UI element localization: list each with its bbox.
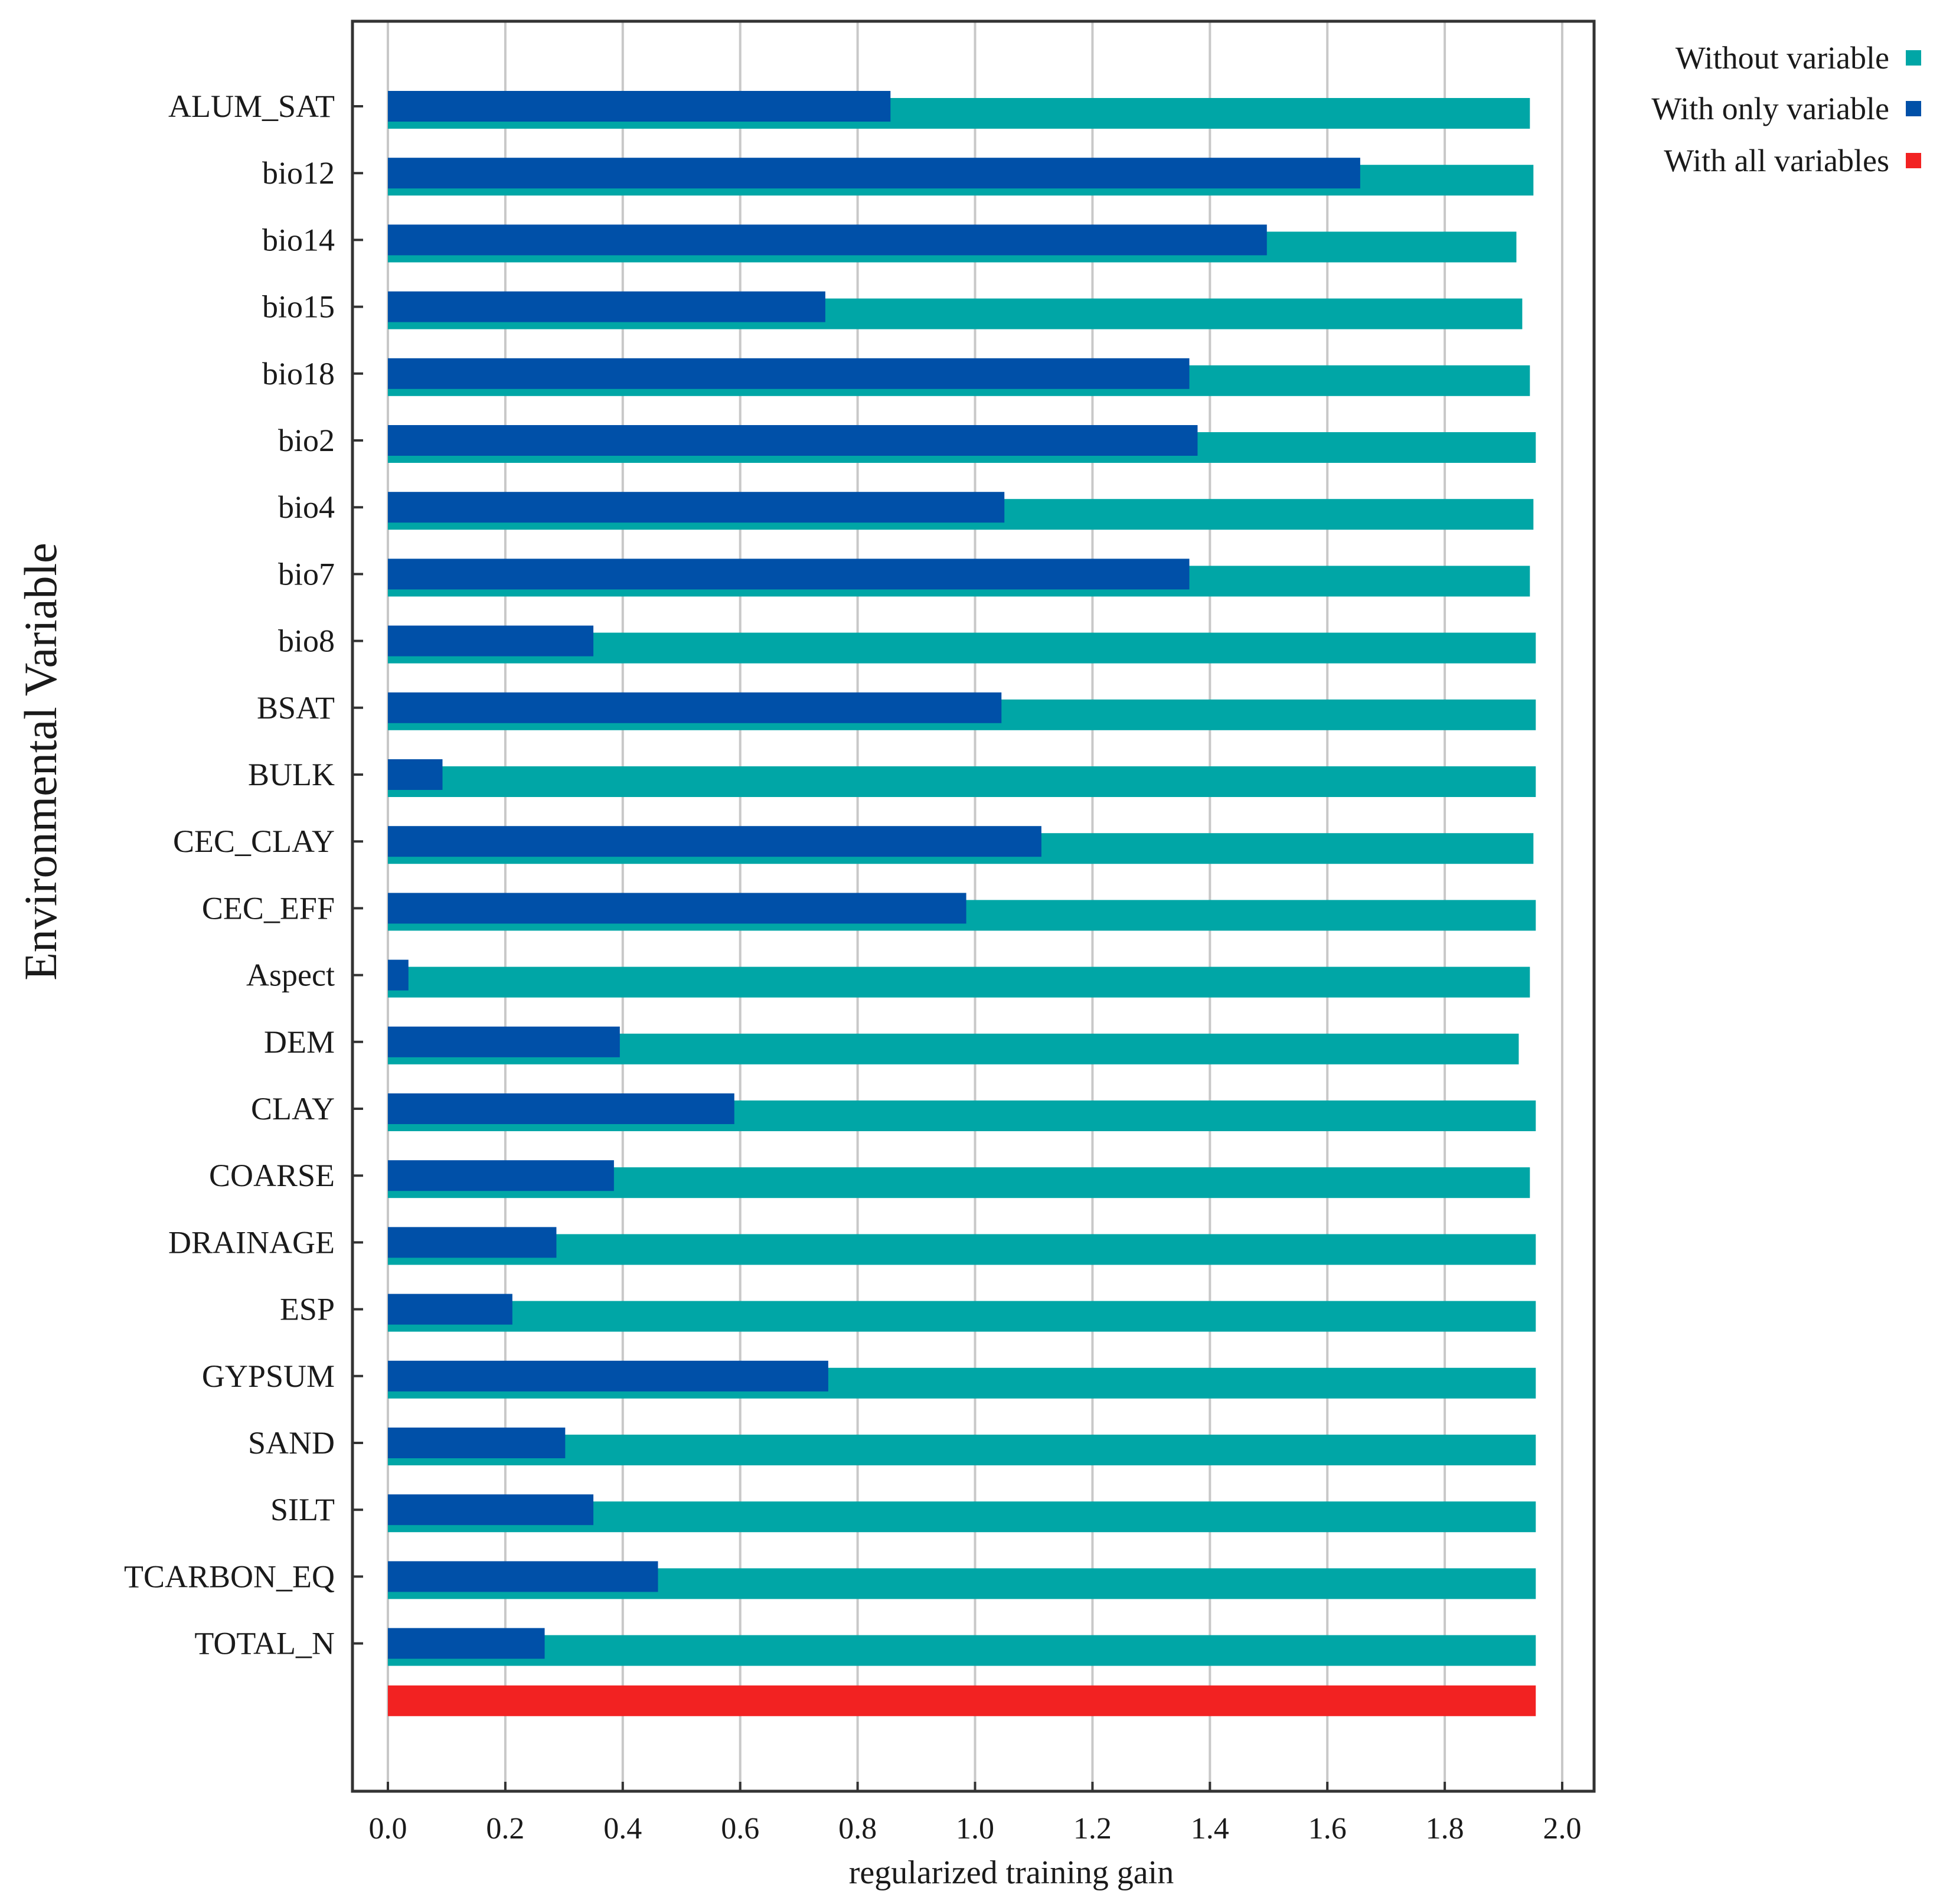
legend: Without variable With only variable With a… [1651,40,1921,178]
x-tick-label: 0.4 [603,1812,642,1846]
bar-with-only-variable [388,1093,734,1124]
y-axis-title: Environmental Variable [15,543,66,981]
bar-with-only-variable [388,1294,512,1325]
x-tick-label: 1.4 [1191,1812,1229,1846]
bar-with-only-variable [388,1428,566,1458]
bars [388,91,1536,1716]
bar-with-only-variable [388,358,1190,389]
y-axis: ALUM_SAT bio12 bio14 bio15 bio18 bio2 bio4 bio7… [124,89,363,1661]
y-tick-label: CEC_EFF [202,890,335,926]
y-tick-label: Aspect [246,958,335,993]
bar-with-only-variable [388,1026,620,1057]
y-tick-label: DEM [264,1024,335,1060]
y-tick-label: bio18 [262,356,335,391]
bar-with-only-variable [388,759,443,790]
x-tick-label: 1.6 [1308,1812,1347,1846]
y-tick-label: CEC_CLAY [173,824,335,859]
bar-with-only-variable [388,224,1267,256]
plot-frame [351,19,1596,1793]
y-tick-label: bio14 [262,222,335,257]
y-tick-label: bio15 [262,289,335,325]
bar-with-only-variable [388,559,1190,590]
bar-with-only-variable [388,1360,828,1392]
y-tick-label: ESP [280,1292,335,1327]
bar-without-variable [388,1635,1536,1666]
x-axis-title: regularized training gain [849,1854,1174,1891]
legend-swatch [1906,50,1921,66]
x-tick-label: 0.2 [486,1812,524,1846]
bar-with-only-variable [388,492,1005,523]
legend-label: Without variable [1676,40,1889,76]
legend-label: With all variables [1664,143,1889,178]
y-tick-label: BULK [248,757,335,792]
bar-without-variable [388,1435,1536,1465]
x-tick-label: 0.0 [369,1812,407,1846]
bar-with-only-variable [388,1561,658,1592]
y-tick-label: bio8 [278,623,335,659]
bar-with-only-variable [388,425,1198,456]
x-axis: 0.0 0.2 0.4 0.6 0.8 1.0 1.2 1.4 1.6 1.8 2.0 [369,1782,1582,1846]
bar-with-all-variables [388,1685,1536,1716]
y-tick-label: SILT [270,1492,335,1527]
bar-with-only-variable [388,1628,545,1659]
x-tick-label: 2.0 [1543,1812,1582,1846]
bar-with-only-variable [388,893,966,924]
bar-with-only-variable [388,1227,557,1258]
y-tick-label: DRAINAGE [168,1224,335,1260]
y-tick-label: BSAT [257,690,335,726]
bar-without-variable [388,766,1536,797]
y-tick-label: SAND [248,1425,335,1461]
y-tick-label: bio4 [278,489,335,525]
bar-with-only-variable [388,826,1041,857]
bar-with-only-variable [388,625,594,657]
bar-with-only-variable [388,1160,614,1191]
bar-with-only-variable [388,291,825,322]
legend-label: With only variable [1651,91,1889,126]
bar-with-only-variable [388,692,1002,723]
y-tick-label: bio7 [278,556,335,592]
x-tick-label: 1.8 [1426,1812,1464,1846]
y-tick-label: TOTAL_N [194,1626,335,1661]
bar-with-only-variable [388,158,1360,189]
x-tick-label: 0.8 [838,1812,877,1846]
y-tick-label: CLAY [251,1091,335,1126]
x-tick-label: 0.6 [721,1812,759,1846]
bar-with-only-variable [388,91,891,122]
bar-without-variable [388,1234,1536,1265]
legend-swatch [1906,101,1921,116]
y-tick-label: GYPSUM [202,1358,335,1394]
bar-without-variable [388,1301,1536,1332]
bar-with-only-variable [388,959,409,991]
legend-swatch [1906,153,1921,168]
y-tick-label: ALUM_SAT [168,89,335,124]
x-tick-label: 1.0 [956,1812,994,1846]
bar-without-variable [388,966,1530,998]
y-tick-label: bio12 [262,155,335,191]
x-tick-label: 1.2 [1073,1812,1112,1846]
y-tick-label: bio2 [278,423,335,458]
y-tick-label: TCARBON_EQ [124,1559,335,1594]
bar-with-only-variable [388,1494,594,1526]
y-tick-label: COARSE [209,1158,335,1193]
